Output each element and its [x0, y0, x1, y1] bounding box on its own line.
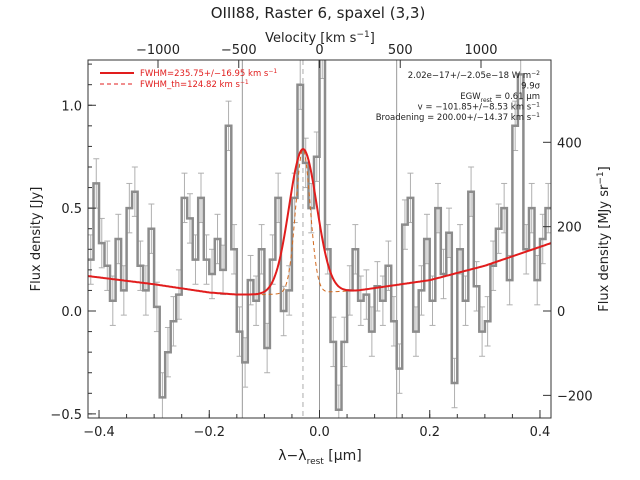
- annotation-text-1: 9.9σ: [521, 82, 541, 92]
- x-axis-label: λ−λrest [μm]: [278, 448, 362, 467]
- legend-label-sup-1: −1: [240, 79, 249, 86]
- annotation-sup-4: −1: [531, 112, 540, 119]
- y-axis-label-right-end: ]: [597, 166, 612, 171]
- x-tick-label-3: 0.2: [419, 425, 440, 440]
- legend: FWHM=235.75+/−16.95 km s−1FWHM_th=124.82…: [100, 68, 277, 90]
- legend-label-text-1: FWHM_th=124.82 km s: [140, 80, 240, 90]
- x-axis-label-main: λ−λ: [278, 448, 306, 464]
- annotation-text-0: 2.02e−17+/−2.05e−18 W m: [408, 71, 531, 81]
- y-tick-label-3: 1.0: [61, 99, 82, 114]
- x-axis-label-sub: rest: [307, 457, 325, 467]
- y-axis-label-right-sup: −1: [596, 171, 606, 184]
- legend-label-1: FWHM_th=124.82 km s−1: [140, 79, 249, 90]
- chart-title: OIII88, Raster 6, spaxel (3,3): [211, 4, 426, 22]
- top-tick-label-4: 1000: [464, 43, 497, 58]
- right-tick-label-3: 400: [557, 136, 582, 151]
- annotation-3: v = −101.85+/−8.53 km s−1: [418, 102, 541, 113]
- y-tick-label-2: 0.5: [61, 202, 82, 217]
- top-axis-label-main: Velocity [km s: [265, 31, 357, 46]
- fit-profile-line: [88, 148, 551, 296]
- annotation-sub-2: rest: [481, 97, 493, 104]
- top-tick-label-1: −500: [221, 43, 257, 58]
- right-tick-label-0: −200: [557, 389, 593, 404]
- spectrum-line: [88, 60, 551, 412]
- top-axis-label: Velocity [km s−1]: [265, 30, 375, 46]
- y-tick-label-0: −0.5: [50, 408, 82, 423]
- legend-label-sup-0: −1: [268, 68, 277, 75]
- right-tick-label-2: 200: [557, 221, 582, 236]
- right-tick-label-1: 0: [557, 305, 565, 320]
- annotation-4: Broadening = 200.00+/−14.37 km s−1: [376, 112, 540, 123]
- annotation-text-4: Broadening = 200.00+/−14.37 km s: [376, 113, 532, 123]
- y-axis-label-right-main: Flux density [MJy sr: [597, 184, 612, 312]
- x-tick-label-0: −0.4: [83, 425, 115, 440]
- annotation-sup-3: −1: [531, 102, 540, 109]
- top-axis-label-sup: −1: [356, 30, 369, 40]
- legend-label-text-0: FWHM=235.75+/−16.95 km s: [140, 69, 269, 79]
- x-tick-label-4: 0.4: [530, 425, 551, 440]
- top-tick-label-0: −1000: [136, 43, 180, 58]
- y-axis-label-left: Flux density [Jy]: [29, 187, 44, 292]
- annotation-2: EGWrest = 0.61 μm: [460, 92, 540, 104]
- y-tick-label-1: 0.0: [61, 305, 82, 320]
- top-tick-label-3: 500: [388, 43, 413, 58]
- annotation-sup-0: −2: [531, 70, 540, 77]
- y-axis-label-right: Flux density [MJy sr−1]: [596, 166, 612, 311]
- x-axis-label-unit: [μm]: [324, 448, 362, 464]
- legend-label-0: FWHM=235.75+/−16.95 km s−1: [140, 68, 277, 79]
- annotation-1: 9.9σ: [521, 82, 541, 92]
- annotation-text2-2: = 0.61 μm: [492, 92, 540, 102]
- x-tick-label-1: −0.2: [193, 425, 225, 440]
- annotation-0: 2.02e−17+/−2.05e−18 W m−2: [408, 70, 540, 81]
- top-tick-label-2: 0: [315, 43, 323, 58]
- annotation-text-2: EGW: [460, 92, 481, 102]
- x-tick-label-2: 0.0: [309, 425, 330, 440]
- top-axis-label-end: ]: [370, 31, 375, 46]
- annotation-text-3: v = −101.85+/−8.53 km s: [418, 103, 532, 113]
